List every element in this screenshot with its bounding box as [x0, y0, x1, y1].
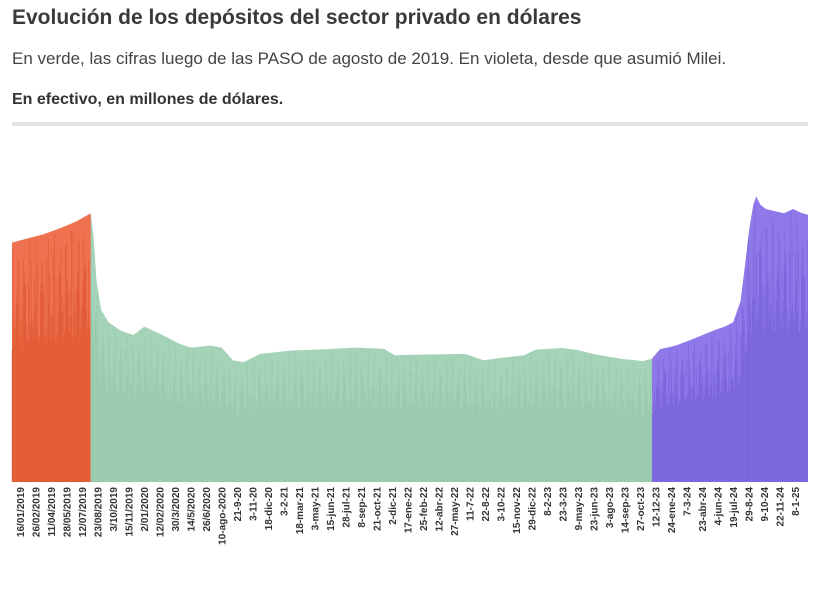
x-tick-label: 11/04/2019: [47, 487, 58, 537]
x-tick-label: 28/05/2019: [63, 487, 74, 537]
x-tick-label: 23-abr-24: [698, 487, 709, 532]
x-tick-label: 22-11-24: [776, 487, 787, 527]
x-tick-label: 29-dic-22: [528, 487, 539, 531]
x-tick-label: 8-1-25: [791, 487, 802, 516]
x-tick-label: 21-oct-21: [373, 487, 384, 531]
x-tick-label: 16/01/2019: [16, 487, 27, 537]
x-tick-label: 15-nov-22: [512, 487, 523, 534]
x-tick-label: 14-sep-23: [621, 487, 632, 534]
x-tick-label: 12-12-23: [652, 487, 663, 527]
x-tick-label: 2/01/2020: [140, 487, 151, 532]
x-tick-label: 7-3-24: [683, 487, 694, 516]
x-tick-label: 3-10-22: [497, 487, 508, 522]
x-tick-label: 3-may-21: [311, 487, 322, 531]
divider: [12, 122, 808, 126]
x-tick-label: 30/3/2020: [171, 487, 182, 532]
x-tick-label: 9-may-23: [574, 487, 585, 531]
x-tick-label: 15-jun-21: [326, 487, 337, 531]
chart-subtitle: En verde, las cifras luego de las PASO d…: [12, 49, 727, 68]
x-tick-label: 8-sep-21: [357, 487, 368, 528]
x-tick-label: 15/11/2019: [125, 487, 136, 537]
series-post-paso: [90, 213, 653, 482]
series-milei: [651, 196, 808, 482]
chart-title: Evolución de los depósitos del sector pr…: [12, 6, 582, 29]
x-tick-label: 28-jul-21: [342, 487, 353, 528]
x-tick-label: 11-7-22: [466, 487, 477, 521]
x-axis: 16/01/2019 26/02/2019 11/04/2019 28/05/2019…: [16, 487, 802, 545]
x-tick-label: 29-8-24: [745, 487, 756, 522]
x-tick-label: 10-ago-2020: [218, 487, 229, 545]
x-tick-label: 4-jun-24: [714, 487, 725, 526]
x-tick-label: 3-11-20: [249, 487, 260, 521]
x-tick-label: 25-feb-22: [419, 487, 430, 531]
x-tick-label: 19-jul-24: [729, 487, 740, 528]
x-tick-label: 8-2-23: [543, 487, 554, 516]
x-tick-label: 27-oct-23: [636, 487, 647, 531]
x-tick-label: 26/6/2020: [202, 487, 213, 532]
unit-note: En efectivo, en millones de dólares.: [12, 91, 284, 108]
area-chart: 16/01/2019 26/02/2019 11/04/2019 28/05/2019…: [11, 196, 808, 545]
x-tick-label: 2-dic-21: [388, 487, 399, 525]
x-tick-label: 3-ago-23: [605, 487, 616, 529]
x-tick-label: 22-8-22: [481, 487, 492, 522]
x-tick-label: 21-9-20: [233, 487, 244, 522]
x-tick-label: 23/08/2019: [94, 487, 105, 537]
x-tick-label: 23-jun-23: [590, 487, 601, 531]
x-tick-label: 27-may-22: [450, 487, 461, 536]
chart-areas: [11, 196, 808, 482]
x-tick-label: 17-ene-22: [404, 487, 415, 534]
x-tick-label: 9-10-24: [760, 487, 771, 522]
x-tick-label: 23-3-23: [559, 487, 570, 522]
series-pre-paso: [11, 213, 91, 482]
x-tick-label: 3-2-21: [280, 487, 291, 516]
x-tick-label: 26/02/2019: [32, 487, 43, 537]
x-tick-label: 18-mar-21: [295, 487, 306, 535]
x-tick-label: 12-abr-22: [435, 487, 446, 532]
x-tick-label: 12/07/2019: [78, 487, 89, 537]
x-tick-label: 24-ene-24: [667, 487, 678, 534]
x-tick-label: 18-dic-20: [264, 487, 275, 531]
x-tick-label: 12/02/2020: [156, 487, 167, 537]
x-tick-label: 3/10/2019: [109, 487, 120, 532]
x-tick-label: 14/5/2020: [187, 487, 198, 532]
